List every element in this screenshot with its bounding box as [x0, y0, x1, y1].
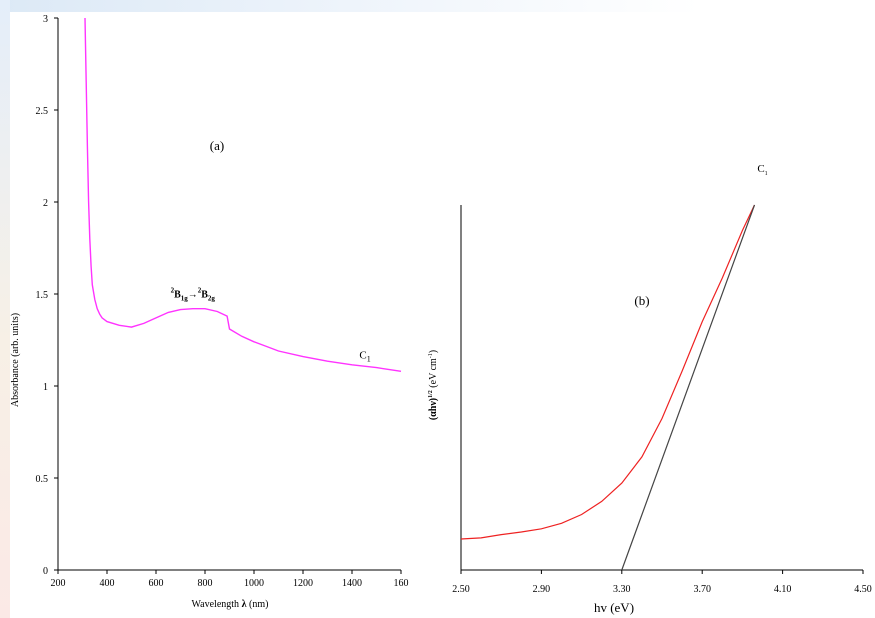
panel-b-label: (b) — [634, 293, 649, 308]
panel-a-y-tick-label-2: 1 — [43, 382, 48, 393]
panel-b-x-tick-label-4: 4.10 — [774, 584, 792, 595]
a-series-label-text: C — [359, 349, 366, 361]
panel-b-x-tick-label-5: 4.50 — [854, 584, 872, 595]
panel-a-x-tick-label-7: 160 — [394, 578, 409, 589]
ann-base1: B — [174, 290, 181, 301]
panel-b-x-ticks: 2.50 2.90 3.30 3.70 4.10 4.50 — [452, 570, 872, 595]
panel-a-annotation-transition: 2B1g→2B2g — [171, 287, 216, 303]
panel-b-y-axis-title: (αhν)1/2 (eV cm-1) — [428, 350, 439, 420]
panel-a-y-tick-label-0: 0 — [43, 566, 48, 577]
panel-a-y-tick-label-5: 2.5 — [36, 106, 49, 117]
panel-a-label: (a) — [210, 138, 224, 153]
b-ylabel-post: ) — [428, 350, 439, 353]
a-xlabel-symbol: λ — [242, 599, 247, 610]
panel-a-y-axis-title: Absorbance (arb. units) — [10, 313, 21, 407]
panel-b-x-tick-label-2: 3.30 — [613, 584, 631, 595]
panel-a-x-tick-label-3: 800 — [198, 578, 213, 589]
b-ylabel-sup: 1/2 — [428, 390, 434, 398]
ann-sub2: 2g — [208, 295, 216, 303]
background-top-stripe — [0, 0, 875, 12]
panel-b-x-axis-title: hv (eV) — [594, 600, 634, 615]
panel-a-y-tick-label-3: 1.5 — [36, 290, 49, 301]
panel-a-y-tick-label-1: 0.5 — [36, 474, 49, 485]
ann-sup2: 2 — [198, 287, 202, 295]
panel-a-x-tick-label-6: 1400 — [342, 578, 362, 589]
b-series-label-sub: 1 — [765, 171, 768, 177]
background-left-stripe — [0, 0, 10, 618]
panel-a-x-tick-label-1: 400 — [100, 578, 115, 589]
panel-a-y-tick-label-4: 2 — [43, 198, 48, 209]
ann-arrow: → — [188, 290, 198, 301]
panel-b-x-tick-label-0: 2.50 — [452, 584, 470, 595]
b-ylabel-pre: (αhν) — [428, 398, 439, 420]
panel-a-x-axis-title: Wavelength λ (nm) — [192, 599, 269, 610]
panel-b-x-tick-label-1: 2.90 — [533, 584, 551, 595]
b-series-label-text: C — [757, 163, 764, 175]
a-series-label-sub: 1 — [367, 354, 371, 363]
b-ylabel-mid: (eV cm — [428, 358, 439, 390]
panel-a-y-tick-label-6: 3 — [43, 14, 48, 25]
panel-a-x-tick-label-5: 1200 — [293, 578, 313, 589]
panel-a-x-tick-label-0: 200 — [51, 578, 66, 589]
panel-b-chart: 2.50 2.90 3.30 3.70 4.10 4.50 (b) C1 hv (eV) … — [428, 163, 872, 615]
panel-a-x-ticks: 200 400 600 800 1000 1200 1400 160 — [51, 570, 409, 589]
ann-base2: B — [201, 290, 208, 301]
ann-sup1: 2 — [171, 287, 175, 295]
panel-a-series-c1-label: C1 — [359, 349, 370, 363]
panel-a-chart: 200 400 600 800 1000 1200 1400 160 0 0.5 1 1.5 2 2.5… — [10, 14, 409, 610]
a-xlabel-prefix: Wavelength — [192, 599, 242, 610]
panel-b-series-c1-line — [460, 204, 756, 540]
panel-a-x-tick-label-2: 600 — [149, 578, 164, 589]
panel-b-linear-fit-line — [621, 204, 756, 571]
a-xlabel-suffix: (nm) — [246, 599, 268, 610]
panel-a-x-tick-label-4: 1000 — [244, 578, 264, 589]
panel-a-y-ticks: 0 0.5 1 1.5 2 2.5 3 — [36, 14, 58, 577]
panel-b-series-c1-label: C1 — [757, 163, 767, 177]
ann-sub1: 1g — [181, 295, 189, 303]
b-ylabel-sup2: -1 — [428, 353, 434, 358]
panel-b-x-tick-label-3: 3.70 — [693, 584, 711, 595]
panel-a-series-c1-line — [84, 17, 402, 372]
